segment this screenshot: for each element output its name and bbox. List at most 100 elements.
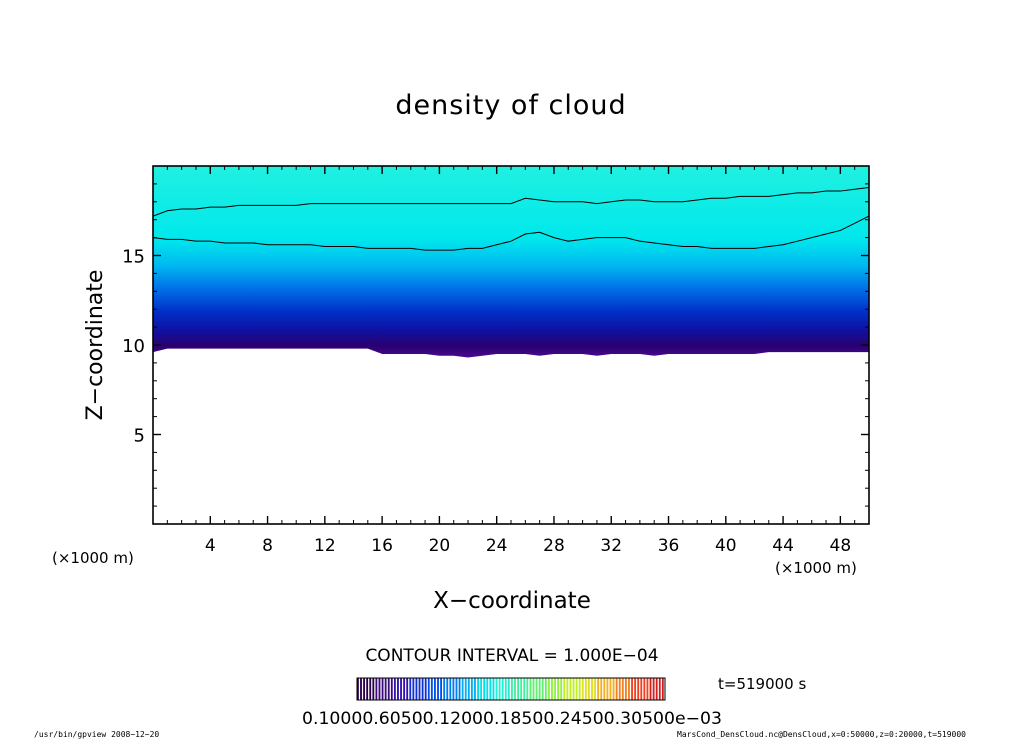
x-tick-label: 24 <box>486 536 508 556</box>
colorbar-swatch <box>526 678 529 700</box>
colorbar-swatch <box>495 678 498 700</box>
colorbar-swatch <box>464 678 467 700</box>
colorbar-swatch <box>609 678 612 700</box>
colorbar-swatch <box>640 678 643 700</box>
footer-source: MarsCond_DensCloud.nc@DensCloud,x=0:5000… <box>677 730 966 739</box>
colorbar-swatch <box>538 678 541 700</box>
plot-area <box>153 166 869 524</box>
x-tick-label: 12 <box>314 536 336 556</box>
colorbar-swatch <box>430 678 433 700</box>
colorbar-swatch <box>557 678 560 700</box>
chart-title: density of cloud <box>395 90 626 121</box>
colorbar-swatch <box>474 678 476 700</box>
colorbar-tick-labels: 0.10000.60500.12000.18500.24500.30500e−0… <box>302 709 722 729</box>
colorbar-swatch <box>637 678 640 700</box>
x-unit-label-right: (×1000 m) <box>775 559 857 577</box>
colorbar-swatch <box>643 678 646 700</box>
colorbar-swatch <box>646 678 649 700</box>
colorbar-swatch <box>581 678 584 700</box>
contour-line-upper <box>153 186 869 217</box>
colorbar <box>356 677 666 701</box>
colorbar-swatch <box>649 678 652 700</box>
colorbar-swatch <box>427 678 430 700</box>
contour-interval-text: CONTOUR INTERVAL = 1.000E−04 <box>365 646 658 666</box>
colorbar-swatch <box>588 678 590 700</box>
colorbar-swatch <box>363 678 366 700</box>
colorbar-swatch <box>517 678 520 700</box>
colorbar-swatch <box>658 678 661 700</box>
colorbar-swatch <box>655 678 658 700</box>
x-tick-label: 48 <box>830 536 852 556</box>
colorbar-swatch <box>480 678 483 700</box>
colorbar-swatch <box>591 678 593 700</box>
colorbar-swatch <box>357 678 359 700</box>
colorbar-swatch <box>511 678 513 700</box>
colorbar-swatch <box>575 678 578 700</box>
x-tick-label: 32 <box>600 536 622 556</box>
colorbar-swatch <box>421 678 424 700</box>
colorbar-swatch <box>541 678 544 700</box>
y-tick-label: 10 <box>122 336 145 357</box>
colorbar-swatch <box>520 678 523 700</box>
colorbar-swatch <box>412 678 415 700</box>
colorbar-swatch <box>606 678 609 700</box>
colorbar-swatch <box>554 678 556 700</box>
colorbar-swatch <box>569 678 572 700</box>
colorbar-swatch <box>437 678 439 700</box>
colorbar-swatch <box>652 678 655 700</box>
colorbar-swatch <box>628 678 630 700</box>
x-tick-label: 4 <box>205 536 216 556</box>
time-label: t=519000 s <box>718 675 806 693</box>
colorbar-swatch <box>547 678 550 700</box>
colorbar-swatch <box>544 678 547 700</box>
x-tick-label: 20 <box>429 536 451 556</box>
colorbar-swatch <box>369 678 372 700</box>
colorbar-swatch <box>418 678 421 700</box>
colorbar-swatch <box>492 678 495 700</box>
x-tick-label: 40 <box>715 536 737 556</box>
colorbar-swatch <box>498 678 501 700</box>
colorbar-swatch <box>470 678 473 700</box>
colorbar-swatch <box>661 678 664 700</box>
x-tick-label: 8 <box>262 536 273 556</box>
x-unit-label-left: (×1000 m) <box>52 549 134 567</box>
colorbar-swatch <box>458 678 461 700</box>
colorbar-swatch <box>535 678 538 700</box>
colorbar-swatch <box>446 678 449 700</box>
colorbar-swatch <box>572 678 575 700</box>
colorbar-swatch <box>529 678 532 700</box>
colorbar-swatch <box>406 678 409 700</box>
colorbar-swatch <box>434 678 436 700</box>
colorbar-swatch <box>483 678 486 700</box>
colorbar-swatch <box>566 678 569 700</box>
colorbar-swatch <box>631 678 633 700</box>
footer-command: /usr/bin/gpview 2008−12−20 <box>34 730 159 739</box>
colorbar-swatch <box>578 678 581 700</box>
y-tick-label: 5 <box>134 426 145 447</box>
y-axis-label: Z−coordinate <box>83 270 108 421</box>
colorbar-swatch <box>612 678 615 700</box>
colorbar-swatch <box>387 678 390 700</box>
colorbar-swatch <box>372 678 375 700</box>
colorbar-swatch <box>449 678 452 700</box>
y-tick-label: 15 <box>122 247 145 268</box>
colorbar-swatch <box>455 678 458 700</box>
colorbar-swatch <box>523 678 526 700</box>
colorbar-swatch <box>461 678 464 700</box>
x-tick-label: 28 <box>543 536 565 556</box>
colorbar-swatch <box>397 678 399 700</box>
colorbar-swatch <box>440 678 443 700</box>
colorbar-swatch <box>486 678 489 700</box>
contour-line-lower <box>153 215 869 251</box>
colorbar-swatch <box>424 678 427 700</box>
colorbar-swatch <box>504 678 507 700</box>
colorbar-swatch <box>400 678 402 700</box>
colorbar-swatch <box>600 678 603 700</box>
x-tick-label: 44 <box>772 536 794 556</box>
colorbar-swatch <box>560 678 563 700</box>
colorbar-swatch <box>360 678 362 700</box>
cloud-density-field <box>153 166 869 358</box>
x-tick-label: 16 <box>371 536 393 556</box>
